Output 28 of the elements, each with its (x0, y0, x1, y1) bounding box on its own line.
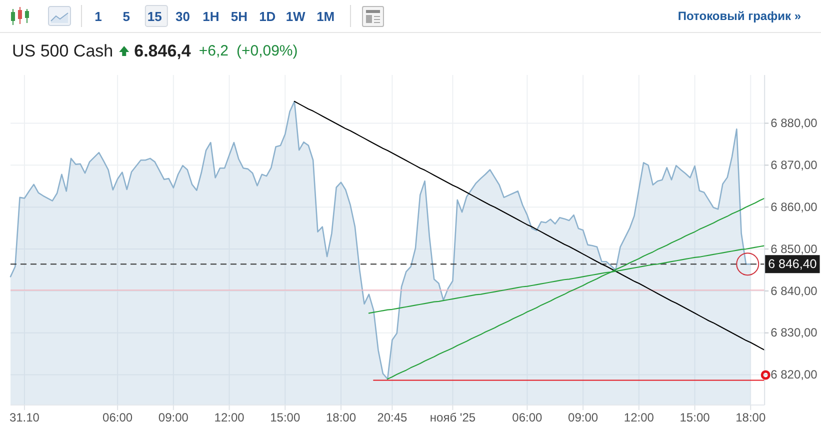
y-tick-label: 6 840,00 (770, 284, 818, 298)
y-tick-label: 6 830,00 (770, 326, 818, 340)
text: (+0,09%) (236, 42, 298, 60)
text: 1 5 15 30 1H 5H 1D 1W 1M (94, 8, 335, 24)
y-tick-label: 6 870,00 (770, 158, 818, 172)
ref-line-label: 6 846,40 (768, 257, 817, 272)
x-tick-label: 20:45 (377, 410, 408, 425)
x-tick-label: 09:00 (158, 410, 189, 425)
text: 6.846,4 (134, 42, 192, 60)
x-tick-label: 18:00 (326, 410, 356, 425)
x-tick-label: 31.10 (9, 410, 40, 425)
y-tick-label: 6 850,00 (770, 242, 818, 256)
x-tick-label: 06:00 (512, 410, 543, 425)
x-tick-label: 06:00 (102, 410, 133, 425)
x-tick-label: 09:00 (568, 410, 598, 425)
x-tick-label: 12:00 (624, 410, 654, 425)
x-tick-label: 15:00 (680, 410, 710, 425)
chart-title: US 500 Cash (12, 42, 114, 60)
text: +6,2 (198, 42, 228, 60)
x-tick-label: 18:00 (736, 410, 766, 425)
x-tick-label: 15:00 (270, 410, 300, 425)
text: Потоковый график » (678, 9, 802, 23)
y-tick-label: 6 820,00 (770, 368, 818, 382)
y-tick-label: 6 880,00 (770, 116, 818, 130)
x-tick-label: нояб '25 (430, 410, 476, 425)
x-tick-label: 12:00 (214, 410, 245, 425)
y-tick-label: 6 860,00 (770, 200, 818, 214)
line-series (294, 100, 766, 351)
